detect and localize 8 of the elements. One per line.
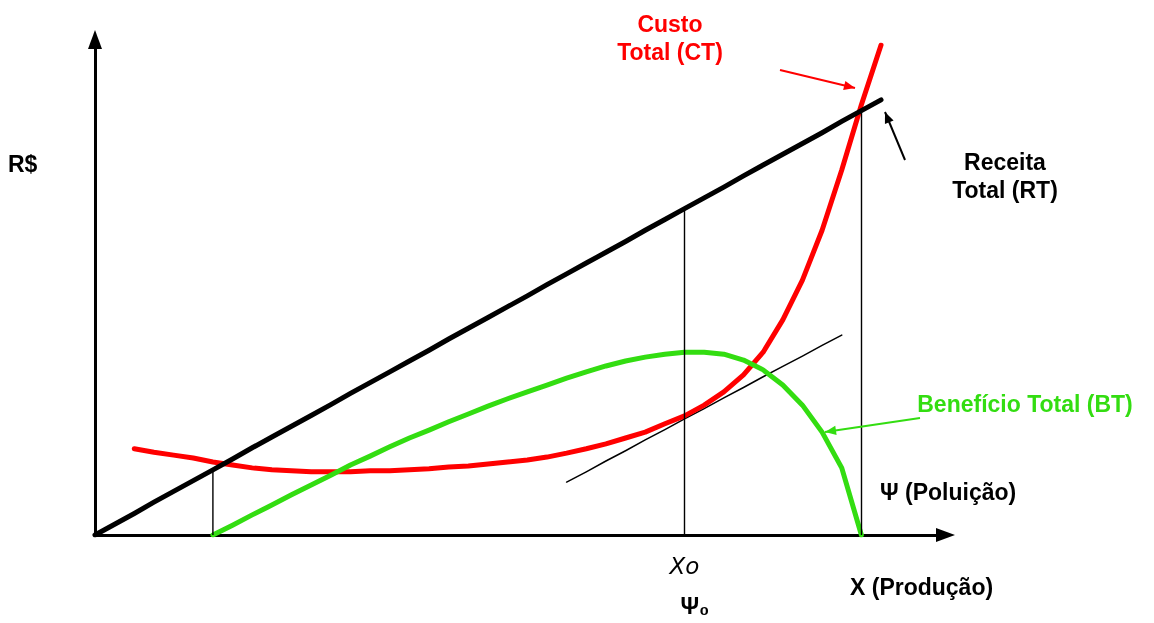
text: Custo Total (CT) <box>616 10 724 66</box>
annotation: Ψ (Poluição) <box>880 478 1018 506</box>
x-axis-title: X (Produção) <box>850 573 995 601</box>
text: Benefício Total (BT) <box>916 390 1134 418</box>
text: Xo <box>668 552 701 580</box>
text: Receita Total (RT) <box>951 148 1059 204</box>
y-axis-title: R$ <box>8 150 39 178</box>
text: Ψ₀ <box>679 592 711 620</box>
